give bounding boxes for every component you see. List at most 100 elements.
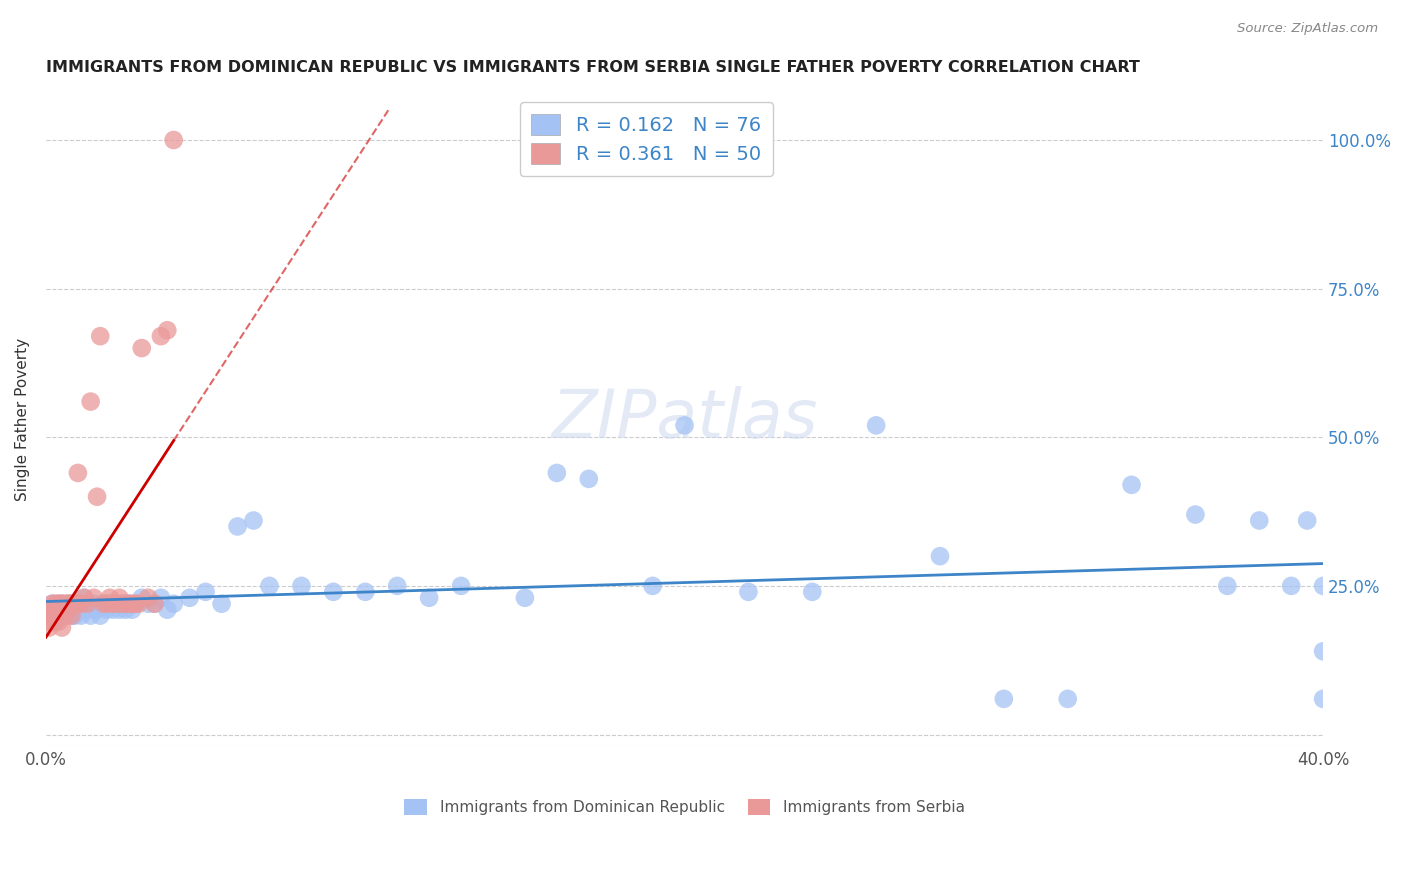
Point <box>131 341 153 355</box>
Point <box>48 597 70 611</box>
Point <box>124 597 146 611</box>
Point <box>76 602 98 616</box>
Point <box>578 472 600 486</box>
Point <box>48 597 70 611</box>
Point <box>51 608 73 623</box>
Point <box>70 597 93 611</box>
Point <box>1184 508 1206 522</box>
Point <box>101 597 124 611</box>
Point <box>41 608 63 623</box>
Point <box>149 591 172 605</box>
Point <box>194 585 217 599</box>
Point <box>322 585 344 599</box>
Point <box>66 597 89 611</box>
Point <box>66 602 89 616</box>
Point <box>101 602 124 616</box>
Point <box>108 602 131 616</box>
Point <box>60 608 83 623</box>
Text: Source: ZipAtlas.com: Source: ZipAtlas.com <box>1237 22 1378 36</box>
Point <box>546 466 568 480</box>
Point <box>513 591 536 605</box>
Point <box>114 602 136 616</box>
Point <box>226 519 249 533</box>
Point <box>60 597 83 611</box>
Point <box>1216 579 1239 593</box>
Point <box>58 597 80 611</box>
Point <box>450 579 472 593</box>
Point <box>143 597 166 611</box>
Point <box>53 608 76 623</box>
Point <box>45 615 67 629</box>
Point <box>48 602 70 616</box>
Point <box>76 597 98 611</box>
Point <box>118 597 141 611</box>
Point <box>48 602 70 616</box>
Point <box>41 615 63 629</box>
Point <box>929 549 952 564</box>
Point <box>118 597 141 611</box>
Point <box>83 591 105 605</box>
Point <box>41 597 63 611</box>
Point <box>66 597 89 611</box>
Point <box>1056 691 1078 706</box>
Point <box>259 579 281 593</box>
Point <box>93 597 115 611</box>
Point <box>114 597 136 611</box>
Point <box>290 579 312 593</box>
Point <box>86 490 108 504</box>
Point <box>89 329 111 343</box>
Point <box>60 608 83 623</box>
Point <box>53 608 76 623</box>
Point <box>163 133 186 147</box>
Point <box>136 591 159 605</box>
Point <box>53 602 76 616</box>
Point <box>83 597 105 611</box>
Point <box>108 591 131 605</box>
Point <box>58 602 80 616</box>
Text: ZIPatlas: ZIPatlas <box>551 386 818 452</box>
Point <box>98 591 121 605</box>
Point <box>79 394 101 409</box>
Point <box>1312 579 1334 593</box>
Point <box>58 602 80 616</box>
Point <box>1312 644 1334 658</box>
Point <box>51 602 73 616</box>
Point <box>48 615 70 629</box>
Point <box>1296 514 1319 528</box>
Point <box>149 329 172 343</box>
Point <box>143 597 166 611</box>
Point <box>211 597 233 611</box>
Point <box>63 608 86 623</box>
Point <box>124 597 146 611</box>
Point <box>60 597 83 611</box>
Point <box>865 418 887 433</box>
Point <box>1312 691 1334 706</box>
Point <box>1279 579 1302 593</box>
Point <box>93 597 115 611</box>
Point <box>121 597 143 611</box>
Point <box>105 597 128 611</box>
Point <box>51 597 73 611</box>
Point <box>70 608 93 623</box>
Point <box>418 591 440 605</box>
Point <box>163 597 186 611</box>
Point <box>111 597 134 611</box>
Point <box>121 602 143 616</box>
Point <box>45 602 67 616</box>
Point <box>41 602 63 616</box>
Point <box>242 514 264 528</box>
Point <box>41 597 63 611</box>
Legend: Immigrants from Dominican Republic, Immigrants from Serbia: Immigrants from Dominican Republic, Immi… <box>398 793 970 822</box>
Point <box>63 597 86 611</box>
Point <box>641 579 664 593</box>
Point <box>38 620 60 634</box>
Point <box>53 597 76 611</box>
Point <box>136 597 159 611</box>
Point <box>354 585 377 599</box>
Point <box>51 620 73 634</box>
Point <box>38 608 60 623</box>
Point <box>179 591 201 605</box>
Point <box>73 591 96 605</box>
Point <box>131 591 153 605</box>
Point <box>38 608 60 623</box>
